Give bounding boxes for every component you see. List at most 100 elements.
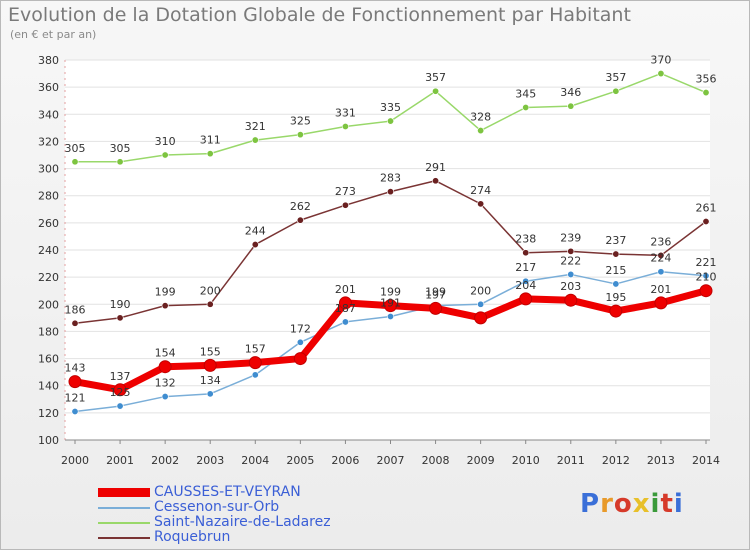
x-tick-label: 2014 xyxy=(692,454,720,467)
data-label: 137 xyxy=(110,370,131,383)
data-point xyxy=(158,360,172,374)
x-tick-label: 2004 xyxy=(241,454,269,467)
data-label: 283 xyxy=(380,172,401,185)
data-point xyxy=(296,338,304,346)
data-label: 311 xyxy=(200,134,221,147)
data-label: 195 xyxy=(605,291,626,304)
data-label: 186 xyxy=(65,303,86,316)
chart-subtitle: (en € et par an) xyxy=(10,28,97,41)
data-label: 197 xyxy=(425,288,446,301)
data-point xyxy=(341,123,349,131)
data-point xyxy=(609,304,623,318)
data-point xyxy=(293,352,307,366)
data-point xyxy=(702,272,710,280)
data-point xyxy=(474,311,488,325)
data-point xyxy=(477,127,485,135)
data-point xyxy=(432,87,440,95)
data-label: 155 xyxy=(200,345,221,358)
series-layer xyxy=(68,70,713,415)
data-point xyxy=(519,292,533,306)
data-label: 261 xyxy=(696,202,717,215)
data-label: 335 xyxy=(380,101,401,114)
data-label: 132 xyxy=(155,377,176,390)
y-tick-label: 140 xyxy=(38,380,59,393)
data-label: 305 xyxy=(65,142,86,155)
data-label: 346 xyxy=(560,86,581,99)
data-label: 357 xyxy=(605,71,626,84)
data-label: 321 xyxy=(245,120,266,133)
data-point xyxy=(477,200,485,208)
x-tick-label: 2013 xyxy=(647,454,675,467)
data-label: 239 xyxy=(560,231,581,244)
data-label: 244 xyxy=(245,225,266,238)
data-point xyxy=(71,407,79,415)
data-point xyxy=(68,375,82,389)
x-tick-label: 2009 xyxy=(467,454,495,467)
data-label: 200 xyxy=(470,284,491,297)
data-label: 190 xyxy=(110,298,131,311)
data-label: 325 xyxy=(290,115,311,128)
data-label: 274 xyxy=(470,184,491,197)
data-point xyxy=(612,280,620,288)
data-point xyxy=(341,201,349,209)
data-label: 370 xyxy=(650,54,671,67)
logo-letter: i xyxy=(650,489,661,519)
data-point xyxy=(702,218,710,226)
data-point xyxy=(203,358,217,372)
data-label: 238 xyxy=(515,233,536,246)
data-point xyxy=(338,296,352,310)
data-point xyxy=(71,319,79,327)
data-label: 262 xyxy=(290,200,311,213)
x-tick-label: 2000 xyxy=(61,454,89,467)
data-label: 154 xyxy=(155,347,176,360)
x-tick-label: 2007 xyxy=(377,454,405,467)
data-label: 201 xyxy=(335,283,356,296)
data-label: 236 xyxy=(650,235,671,248)
grid xyxy=(65,59,710,441)
legend-label: Cessenon-sur-Orb xyxy=(154,499,280,515)
logo-letter: o xyxy=(613,489,633,519)
proxiti-logo: Proxiti xyxy=(580,489,684,519)
y-tick-label: 200 xyxy=(38,298,59,311)
data-point xyxy=(522,277,530,285)
data-label: 273 xyxy=(335,185,356,198)
logo-letter: r xyxy=(600,489,614,519)
y-tick-label: 300 xyxy=(38,163,59,176)
y-tick-label: 120 xyxy=(38,407,59,420)
x-tick-label: 2012 xyxy=(602,454,630,467)
legend-swatch xyxy=(98,507,150,509)
data-label: 357 xyxy=(425,71,446,84)
data-point xyxy=(206,150,214,158)
y-tick-label: 220 xyxy=(38,271,59,284)
y-tick-label: 340 xyxy=(38,108,59,121)
data-point xyxy=(116,158,124,166)
data-point xyxy=(116,314,124,322)
data-point xyxy=(161,151,169,159)
data-label: 134 xyxy=(200,374,221,387)
data-label: 221 xyxy=(696,256,717,269)
x-tick-label: 2011 xyxy=(557,454,585,467)
data-point xyxy=(386,188,394,196)
data-point xyxy=(384,299,397,313)
data-point xyxy=(564,293,578,307)
data-label: 143 xyxy=(65,362,86,375)
logo-letter: t xyxy=(660,489,674,519)
data-point xyxy=(654,296,668,310)
data-label: 157 xyxy=(245,343,266,356)
data-label: 222 xyxy=(560,254,581,267)
x-tick-label: 2008 xyxy=(422,454,450,467)
data-label: 121 xyxy=(65,392,86,405)
data-point xyxy=(251,136,259,144)
data-point xyxy=(522,104,530,112)
data-label: 305 xyxy=(110,142,131,155)
data-label: 328 xyxy=(470,111,491,124)
data-label: 345 xyxy=(515,88,536,101)
data-label: 172 xyxy=(290,322,311,335)
data-label: 291 xyxy=(425,161,446,174)
y-tick-label: 380 xyxy=(38,54,59,67)
x-tick-label: 2002 xyxy=(151,454,179,467)
data-label: 331 xyxy=(335,107,356,120)
data-label: 310 xyxy=(155,135,176,148)
logo-letter: P xyxy=(580,489,601,519)
logo-letter: x xyxy=(632,489,651,519)
